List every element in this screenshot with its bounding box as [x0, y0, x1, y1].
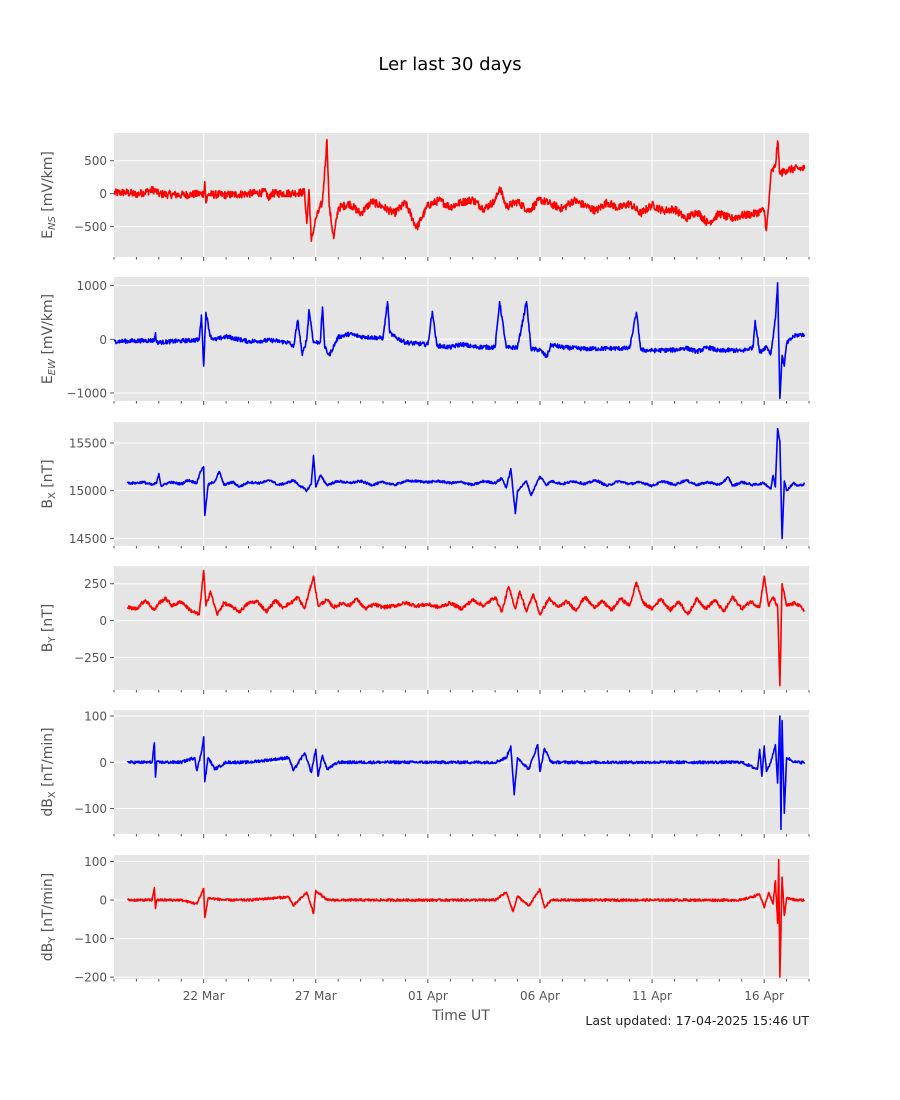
- panel-b-x: 15500 15000 14500 BX [nT]: [40, 422, 810, 550]
- y-tick-label: −250: [74, 651, 107, 665]
- x-tick-label: 27 Mar: [295, 989, 337, 1003]
- x-tick-label: 16 Apr: [744, 989, 784, 1003]
- series-line-db-x: [126, 715, 806, 831]
- y-label-subscript: NS: [47, 216, 58, 230]
- y-axis-label: ENS [mV/km]: [40, 151, 58, 239]
- y-label-main: E: [40, 375, 56, 384]
- y-tick-label: 0: [99, 756, 107, 770]
- y-tick-label: 100: [84, 710, 107, 724]
- y-tick-label: 15000: [69, 484, 107, 498]
- y-label-unit: [mV/km]: [40, 294, 56, 359]
- y-label-unit: [nT]: [40, 604, 56, 637]
- y-label-unit: [mV/km]: [40, 151, 56, 216]
- y-axis-label: dBY [nT/min]: [40, 873, 58, 962]
- series-line-e-ew: [114, 282, 806, 400]
- y-tick-label: −1000: [66, 386, 107, 400]
- y-tick-label: 14500: [69, 532, 107, 546]
- y-label-main: dB: [40, 798, 56, 817]
- panel-b-y: 250 0 −250 BY [nT]: [40, 566, 810, 694]
- y-tick-label: 100: [84, 855, 107, 869]
- y-label-unit: [nT/min]: [40, 727, 56, 791]
- y-tick-label: 500: [84, 154, 107, 168]
- y-tick-label: 250: [84, 577, 107, 591]
- y-tick-label: 15500: [69, 436, 107, 450]
- y-tick-label: 0: [99, 614, 107, 628]
- y-tick-label: −200: [74, 971, 107, 985]
- panel-db-y: 100 0 −100 −200 dBY [nT/min]: [40, 855, 810, 985]
- panel-e-ns: 500 0 −500 ENS [mV/km]: [40, 133, 810, 261]
- x-tick-label: 11 Apr: [632, 989, 672, 1003]
- panel-db-x: 100 0 −100 dBX [nT/min]: [40, 710, 810, 838]
- plot-background: [114, 566, 809, 690]
- series-line-db-y: [126, 858, 806, 978]
- y-label-unit: [nT/min]: [40, 873, 56, 937]
- x-tick-label: 06 Apr: [520, 989, 560, 1003]
- y-label-subscript: X: [47, 492, 58, 499]
- chart-title: Ler last 30 days: [378, 54, 521, 75]
- plot-background: [114, 710, 809, 834]
- x-tick-label: 22 Mar: [183, 989, 225, 1003]
- y-label-subscript: EW: [47, 358, 58, 375]
- y-tick-label: 0: [99, 333, 107, 347]
- y-tick-label: −500: [74, 220, 107, 234]
- series-line-b-x: [126, 427, 806, 540]
- x-axis-label: Time UT: [431, 1008, 490, 1024]
- y-label-unit: [nT]: [40, 459, 56, 492]
- y-axis-label: EEW [mV/km]: [40, 294, 58, 384]
- y-label-subscript: Y: [47, 636, 58, 644]
- panel-e-ew: 1000 0 −1000 EEW [mV/km]: [40, 277, 810, 405]
- y-tick-label: 0: [99, 187, 107, 201]
- y-label-main: B: [40, 643, 56, 653]
- plot-background: [114, 855, 809, 979]
- y-label-main: E: [40, 230, 56, 239]
- y-tick-label: −100: [74, 802, 107, 816]
- y-label-main: dB: [40, 943, 56, 962]
- y-label-main: B: [40, 499, 56, 509]
- y-axis-label: BY [nT]: [40, 604, 58, 653]
- x-axis: 22 Mar 27 Mar 01 Apr 06 Apr 11 Apr 16 Apr: [183, 989, 784, 1003]
- y-label-subscript: X: [47, 791, 58, 798]
- y-tick-label: −100: [74, 932, 107, 946]
- y-tick-label: 0: [99, 894, 107, 908]
- series-line-b-y: [126, 569, 806, 687]
- y-axis-label: dBX [nT/min]: [40, 727, 58, 816]
- series-line-e-ns: [114, 138, 806, 242]
- x-tick-label: 01 Apr: [408, 989, 448, 1003]
- y-axis-label: BX [nT]: [40, 459, 58, 508]
- y-label-subscript: Y: [47, 936, 58, 944]
- last-updated-footer: Last updated: 17-04-2025 15:46 UT: [585, 1013, 809, 1028]
- y-tick-label: 1000: [76, 279, 107, 293]
